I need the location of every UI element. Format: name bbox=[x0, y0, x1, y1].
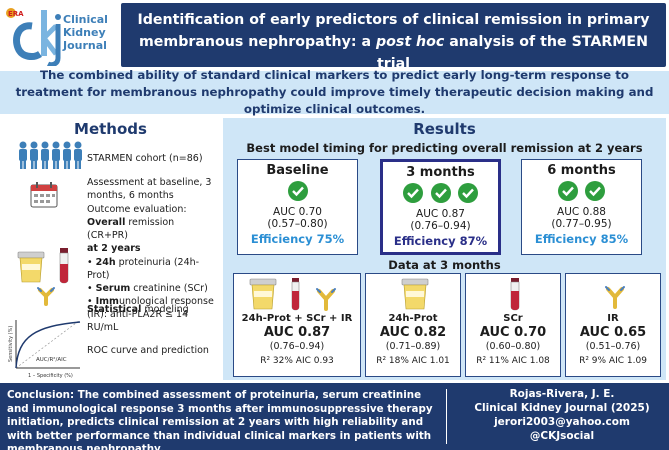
marker-24h: • 24h proteinuria (24h-Prot) bbox=[87, 257, 200, 281]
model-card-combined: 24h-Prot + SCr + IR AUC 0.87 (0.76–0.94)… bbox=[233, 273, 361, 377]
check-group bbox=[383, 182, 498, 204]
roc-curve-label: AUC/R²/AIC bbox=[36, 356, 67, 363]
credit-block: Rojas-Rivera, J. E. Clinical Kidney Jour… bbox=[462, 387, 662, 443]
cohort-text: STARMEN cohort (n=86) bbox=[87, 153, 203, 164]
timing-heading: Best model timing for predicting overall… bbox=[246, 141, 643, 155]
roc-curve-icon: Sensitivity (%) 1 – Specificity (%) AUC/… bbox=[8, 319, 81, 379]
journal-name: Clinical Kidney Journal bbox=[63, 13, 108, 52]
timepoint-label: Baseline bbox=[266, 163, 329, 178]
methods-heading: Methods bbox=[74, 120, 147, 138]
statistical-text: Statistical modeling bbox=[87, 304, 189, 315]
conclusion-divider bbox=[446, 389, 447, 444]
results-panel: Results Best model timing for predicting… bbox=[223, 118, 666, 380]
model-auc: AUC 0.65 bbox=[579, 325, 647, 340]
conclusion-bar: Conclusion: The combined assessment of p… bbox=[0, 383, 669, 450]
journal-logo: ERA bbox=[4, 4, 116, 68]
check-icon bbox=[403, 183, 424, 203]
logo-badge: ERA bbox=[8, 10, 24, 18]
timepoint-auc: AUC 0.87 bbox=[416, 208, 465, 220]
intro-banner: The combined ability of standard clinica… bbox=[0, 68, 669, 116]
timepoint-ci: (0.57–0.80) bbox=[267, 218, 328, 230]
blood-tube-icon bbox=[510, 278, 520, 311]
timepoint-card-3-months: 3 months AUC 0.87 (0.76–0.94) Efficiency… bbox=[380, 159, 501, 255]
marker-scr: • Serum creatinine (SCr) bbox=[87, 283, 208, 294]
credit-social[interactable]: @CKJsocial bbox=[529, 430, 595, 442]
intro-text: The combined ability of standard clinica… bbox=[15, 68, 654, 116]
model-card-scr: SCr AUC 0.70 (0.60–0.80) R² 11% AIC 1.08 bbox=[465, 273, 561, 377]
check-icon bbox=[585, 181, 606, 201]
calendar-icon bbox=[30, 182, 58, 208]
timepoint-card-6-months: 6 months AUC 0.88 (0.77–0.95) Efficiency… bbox=[521, 159, 642, 255]
check-group bbox=[238, 180, 357, 202]
check-group bbox=[522, 180, 641, 202]
timepoint-efficiency: Efficiency 75% bbox=[250, 232, 345, 246]
people-icon bbox=[19, 141, 82, 169]
check-icon bbox=[430, 183, 451, 203]
timepoint-auc: AUC 0.88 bbox=[557, 206, 606, 218]
markers-list: • 24h proteinuria (24h-Prot) • Serum cre… bbox=[87, 256, 219, 334]
timepoint-efficiency: Efficiency 87% bbox=[393, 234, 488, 248]
header: ERA Clinical Kidney Journal Identificati… bbox=[0, 0, 669, 72]
timepoint-ci: (0.76–0.94) bbox=[410, 220, 471, 232]
model-label: 24h-Prot bbox=[388, 313, 438, 324]
check-icon bbox=[557, 181, 578, 201]
timepoint-label: 6 months bbox=[547, 163, 616, 178]
urine-cup-icon bbox=[401, 278, 429, 310]
check-icon bbox=[457, 183, 478, 203]
timepoint-ci: (0.77–0.95) bbox=[551, 218, 612, 230]
credit-journal: Clinical Kidney Journal (2025) bbox=[474, 402, 650, 414]
model-ci: (0.76–0.94) bbox=[269, 341, 325, 352]
model-card-24h-prot: 24h-Prot AUC 0.82 (0.71–0.89) R² 18% AIC… bbox=[365, 273, 461, 377]
data-3-months-heading: Data at 3 months bbox=[388, 258, 501, 272]
credit-email[interactable]: jerori2003@yahoo.com bbox=[494, 416, 630, 428]
roc-text: ROC curve and prediction bbox=[87, 345, 209, 356]
model-stats: R² 9% AIC 1.09 bbox=[579, 356, 647, 366]
methods-panel: Methods STARMEN cohort (n=86) Assessment… bbox=[0, 118, 221, 380]
roc-xlabel: 1 – Specificity (%) bbox=[28, 373, 73, 379]
timepoint-auc: AUC 0.70 bbox=[273, 206, 322, 218]
ckj-logo-icon: ERA bbox=[4, 4, 61, 68]
model-card-ir: IR AUC 0.65 (0.51–0.76) R² 9% AIC 1.09 bbox=[565, 273, 661, 377]
model-auc: AUC 0.82 bbox=[379, 325, 447, 340]
marker-ir: • Immunological response (IR): anti-PLA2… bbox=[87, 296, 214, 333]
samples-icon bbox=[17, 248, 69, 306]
model-auc: AUC 0.70 bbox=[479, 325, 547, 340]
model-ci: (0.60–0.80) bbox=[485, 341, 541, 352]
model-stats: R² 32% AIC 0.93 bbox=[260, 356, 334, 366]
model-label: 24h-Prot + SCr + IR bbox=[241, 313, 353, 324]
antibody-icon bbox=[605, 286, 625, 309]
model-stats: R² 11% AIC 1.08 bbox=[476, 356, 550, 366]
roc-ylabel: Sensitivity (%) bbox=[8, 326, 14, 362]
timepoint-label: 3 months bbox=[406, 165, 475, 180]
model-ci: (0.71–0.89) bbox=[385, 341, 441, 352]
title-bar: Identification of early predictors of cl… bbox=[121, 3, 666, 72]
combined-samples-icon bbox=[249, 278, 336, 311]
credit-authors: Rojas-Rivera, J. E. bbox=[509, 388, 615, 400]
model-auc: AUC 0.87 bbox=[263, 325, 331, 340]
outcome-text: Outcome evaluation: Overall remission (C… bbox=[87, 204, 187, 254]
timepoint-efficiency: Efficiency 85% bbox=[534, 232, 629, 246]
check-icon bbox=[287, 181, 308, 201]
model-label: IR bbox=[607, 313, 619, 324]
model-stats: R² 18% AIC 1.01 bbox=[376, 356, 450, 366]
results-heading: Results bbox=[413, 120, 476, 138]
model-ci: (0.51–0.76) bbox=[585, 341, 641, 352]
page-title: Identification of early predictors of cl… bbox=[137, 12, 650, 72]
timepoint-card-baseline: Baseline AUC 0.70 (0.57–0.80) Efficiency… bbox=[237, 159, 358, 255]
assessment-text: Assessment at baseline, 3 months, 6 mont… bbox=[87, 177, 212, 201]
model-label: SCr bbox=[503, 313, 523, 324]
conclusion-text: Conclusion: The combined assessment of p… bbox=[7, 389, 433, 450]
